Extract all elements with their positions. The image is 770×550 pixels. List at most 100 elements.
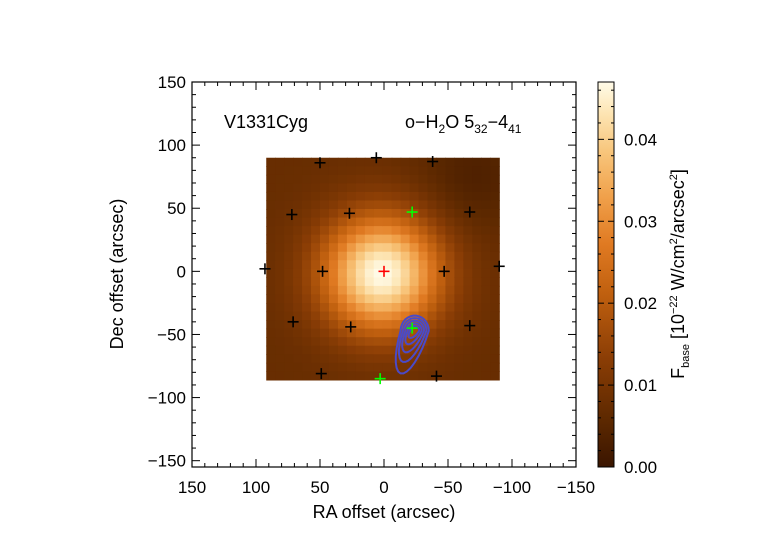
- heatmap-cell: [472, 191, 482, 202]
- heatmap-cell: [382, 362, 393, 372]
- heatmap-cell: [490, 371, 500, 381]
- heatmap-cell: [328, 337, 339, 347]
- heatmap-cell: [490, 200, 500, 210]
- heatmap-cell: [311, 371, 321, 381]
- heatmap-cell: [418, 200, 429, 210]
- heatmap-cell: [275, 362, 285, 372]
- line-label-upper-sub: 32: [474, 122, 488, 136]
- heatmap-cell: [355, 251, 366, 261]
- heatmap-cell: [302, 217, 312, 227]
- heatmap-cell: [472, 166, 482, 176]
- heatmap-cell: [409, 362, 420, 372]
- heatmap-cell: [275, 320, 285, 330]
- heatmap-cell: [400, 345, 411, 355]
- heatmap-cell: [409, 354, 420, 364]
- heatmap-cell: [427, 260, 438, 270]
- y-tick-label: −50: [157, 325, 186, 344]
- heatmap-cell: [373, 243, 384, 253]
- heatmap-cell: [382, 243, 393, 253]
- heatmap-cell: [418, 243, 429, 253]
- heatmap-cell: [328, 362, 339, 372]
- heatmap-cell: [481, 191, 491, 202]
- heatmap-cell: [337, 320, 348, 330]
- heatmap-cell: [373, 260, 384, 270]
- heatmap-cell: [427, 311, 438, 321]
- heatmap-cell: [355, 320, 366, 330]
- heatmap-cell: [302, 226, 312, 236]
- heatmap-cell: [409, 234, 420, 244]
- heatmap-cell: [337, 157, 348, 167]
- heatmap-cell: [364, 191, 375, 202]
- contour-level-2: [398, 317, 428, 363]
- colorbar-tick-label: 0.01: [624, 376, 657, 395]
- heatmap-cell: [445, 285, 455, 296]
- heatmap-cell: [445, 260, 455, 270]
- heatmap-cell: [320, 320, 330, 330]
- heatmap-cell: [400, 268, 411, 278]
- heatmap-cell: [454, 337, 464, 347]
- heatmap-cell: [337, 345, 348, 355]
- heatmap-cell: [463, 260, 473, 270]
- heatmap-cell: [284, 345, 294, 355]
- heatmap-cell: [293, 260, 303, 270]
- heatmap-cell: [302, 371, 312, 381]
- heatmap-cell: [302, 200, 312, 210]
- heatmap-cell: [436, 157, 447, 167]
- heatmap-cell: [490, 251, 500, 261]
- heatmap-cell: [436, 337, 447, 347]
- heatmap-cell: [355, 371, 366, 381]
- heatmap-cell: [400, 217, 411, 227]
- heatmap-cell: [320, 166, 330, 176]
- heatmap-cell: [454, 183, 464, 193]
- heatmap-cell: [400, 362, 411, 372]
- heatmap-cell: [427, 345, 438, 355]
- heatmap-cell: [490, 191, 500, 202]
- heatmap-cell: [427, 268, 438, 278]
- heatmap-cell: [463, 362, 473, 372]
- heatmap-cell: [418, 277, 429, 287]
- heatmap-cell: [418, 157, 429, 167]
- heatmap-cell: [337, 191, 348, 202]
- heatmap-cell: [284, 328, 294, 338]
- heatmap-cell: [391, 285, 402, 296]
- heatmap-cell: [391, 277, 402, 287]
- heatmap-cell: [454, 285, 464, 296]
- heatmap-cell: [328, 200, 339, 210]
- heatmap-cell: [311, 328, 321, 338]
- heatmap-cell: [481, 200, 491, 210]
- y-tick-label: 100: [158, 136, 186, 155]
- heatmap-cell: [427, 337, 438, 347]
- heatmap-cell: [311, 174, 321, 184]
- heatmap-cell: [382, 285, 393, 296]
- heatmap-cell: [409, 174, 420, 184]
- heatmap-cell: [382, 337, 393, 347]
- heatmap-cell: [337, 243, 348, 253]
- heatmap-cell: [275, 183, 285, 193]
- heatmap-cell: [355, 217, 366, 227]
- heatmap-cell: [382, 260, 393, 270]
- heatmap-cell: [382, 303, 393, 313]
- heatmap-cell: [355, 166, 366, 176]
- heatmap-cell: [472, 268, 482, 278]
- heatmap-cell: [391, 371, 402, 381]
- heatmap-cell: [391, 260, 402, 270]
- heatmap-cell: [463, 166, 473, 176]
- contour-group: [394, 314, 430, 375]
- heatmap-cell: [481, 243, 491, 253]
- heatmap-cell: [445, 251, 455, 261]
- heatmap-cell: [373, 251, 384, 261]
- heatmap-cell: [284, 174, 294, 184]
- heatmap-cell: [373, 209, 384, 219]
- heatmap-cell: [418, 268, 429, 278]
- heatmap-cell: [275, 191, 285, 202]
- heatmap-cell: [472, 303, 482, 313]
- heatmap-cell: [346, 234, 357, 244]
- colorbar: [598, 82, 614, 467]
- spaxel-marker-black: [259, 263, 271, 275]
- heatmap-cell: [311, 166, 321, 176]
- heatmap-cell: [355, 277, 366, 287]
- heatmap-cell: [346, 260, 357, 270]
- heatmap-cell: [472, 226, 482, 236]
- heatmap-cell: [302, 311, 312, 321]
- source-label: V1331Cyg: [224, 112, 308, 132]
